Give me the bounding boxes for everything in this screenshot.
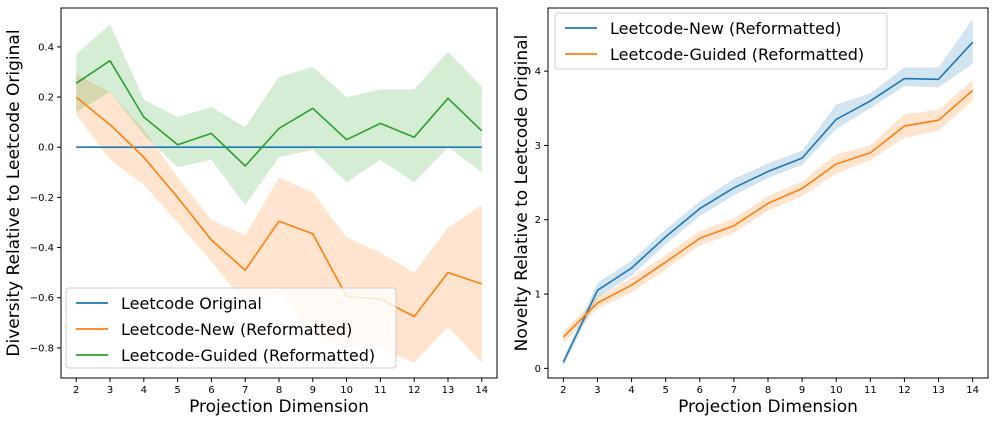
legend: Leetcode Original Leetcode-New (Reformatt… [65,287,397,369]
legend-label-2: Leetcode-Guided (Reformatted) [610,45,864,64]
y-tick-label: −0.8 [30,343,54,354]
x-tick-label: 10 [830,385,843,396]
y-tick-label: −0.4 [30,243,54,254]
x-tick-label: 8 [276,385,282,396]
y-tick-label: 3 [535,141,541,152]
x-tick-label: 3 [107,385,113,396]
x-tick-label: 13 [442,385,455,396]
legend: Leetcode-New (Reformatted) Leetcode-Guide… [554,12,888,70]
x-tick-label: 14 [475,385,488,396]
y-tick-label: −0.6 [30,293,54,304]
x-tick-label: 6 [697,385,703,396]
x-tick-label: 5 [174,385,180,396]
x-tick-label: 5 [662,385,668,396]
series-band-3 [76,24,482,205]
x-tick-label: 2 [73,385,79,396]
x-axis-label: Projection Dimension [678,397,858,417]
x-tick-label: 10 [340,385,353,396]
series-line-3 [75,59,483,167]
series-line-2 [562,89,974,338]
x-tick-label: 4 [628,385,634,396]
series-band-2 [563,80,973,344]
legend-label-1: Leetcode Original [121,294,262,313]
y-tick-label: 0 [535,364,541,375]
x-tick-label: 14 [966,385,979,396]
x-tick-label: 11 [374,385,387,396]
chart-panel-1: 2 3 4 5 6 7 8 9 10 11 12 13 14 −0.8 −0.6 −0.4 −0.2 0.0 0.2… [4,7,498,417]
x-tick-label: 4 [141,385,147,396]
series-line-2 [75,96,483,318]
y-axis-label: Diversity Relative to Leetcode Original [4,29,24,356]
legend-label-1: Leetcode-New (Reformatted) [610,19,841,38]
legend-label-3: Leetcode-Guided (Reformatted) [121,346,375,365]
x-tick-label: 7 [242,385,248,396]
legend-box [554,12,888,70]
x-tick-label: 3 [594,385,600,396]
y-tick-label: 1 [535,290,541,301]
y-tick-label: −0.2 [30,193,54,204]
x-tick-label: 7 [731,385,737,396]
y-tick-label: 2 [535,215,541,226]
x-tick-label: 9 [310,385,316,396]
x-tick-label: 13 [932,385,945,396]
series-line-1 [562,41,974,363]
y-tick-label: 0.0 [38,143,54,154]
x-tick-label: 11 [864,385,877,396]
y-axis-label: Novelty Relative to Leetcode Original [512,35,532,352]
x-tick-label: 6 [208,385,214,396]
y-tick-label: 0.4 [38,42,54,53]
x-tick-label: 8 [765,385,771,396]
x-tick-label: 2 [560,385,566,396]
x-axis-label: Projection Dimension [189,397,369,417]
x-tick-label: 12 [408,385,421,396]
legend-label-2: Leetcode-New (Reformatted) [121,320,352,339]
y-tick-label: 0.2 [38,93,54,104]
y-tick-label: 4 [535,67,541,78]
x-tick-label: 12 [898,385,911,396]
legend-box [65,287,397,369]
x-tick-label: 9 [799,385,805,396]
series-band-1 [563,19,973,367]
